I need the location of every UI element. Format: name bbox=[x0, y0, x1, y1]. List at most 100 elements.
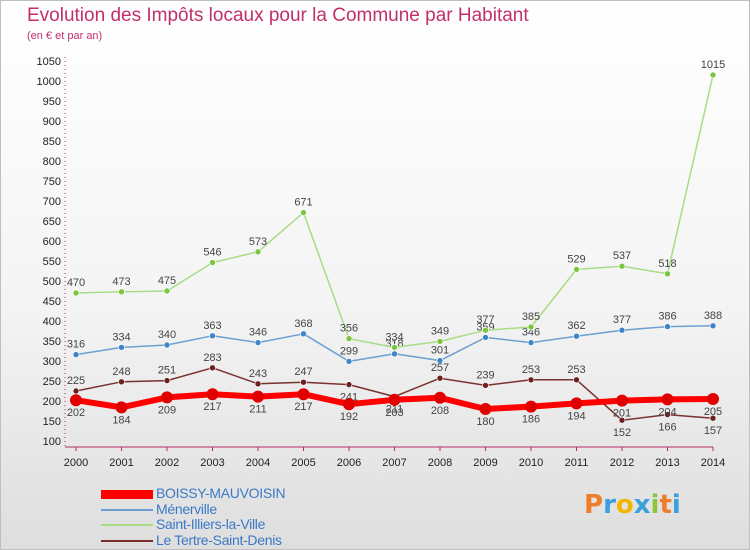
data-point bbox=[163, 377, 171, 384]
y-tick-label: 650 bbox=[43, 216, 61, 228]
data-label: 157 bbox=[704, 425, 722, 437]
data-point bbox=[527, 339, 535, 346]
data-point bbox=[118, 288, 125, 296]
y-tick-label: 550 bbox=[43, 256, 61, 268]
data-label: 334 bbox=[112, 331, 130, 343]
data-label: 299 bbox=[340, 345, 358, 357]
logo-letter: x bbox=[633, 490, 651, 520]
legend-label: Le Tertre-Saint-Denis bbox=[156, 531, 282, 548]
data-label: 253 bbox=[567, 364, 585, 376]
legend-swatch bbox=[101, 508, 153, 511]
data-point bbox=[252, 390, 264, 403]
y-tick-label: 400 bbox=[43, 316, 61, 328]
y-tick-label: 1050 bbox=[37, 56, 61, 68]
series-2: 470 473 475 546 573 671 356 334 349 377 385 529 537 5… bbox=[67, 59, 725, 351]
legend-swatch bbox=[101, 524, 153, 526]
y-tick-label: 900 bbox=[43, 116, 61, 128]
legend-swatch bbox=[101, 489, 153, 499]
data-label: 346 bbox=[249, 327, 267, 339]
data-label: 251 bbox=[158, 365, 176, 377]
y-tick-label: 350 bbox=[43, 336, 61, 348]
data-point bbox=[482, 334, 489, 341]
data-label: 546 bbox=[203, 247, 221, 259]
data-label: 377 bbox=[476, 314, 494, 326]
data-label: 368 bbox=[294, 318, 312, 330]
y-tick-label: 150 bbox=[43, 416, 61, 428]
data-label: 385 bbox=[522, 311, 540, 323]
y-tick-label: 800 bbox=[43, 156, 61, 168]
data-label: 217 bbox=[203, 401, 221, 413]
legend-label: BOISSY-MAUVOISIN bbox=[156, 485, 286, 501]
data-point bbox=[573, 332, 580, 340]
data-label: 1015 bbox=[701, 59, 725, 71]
data-label: 346 bbox=[522, 327, 540, 339]
data-point bbox=[570, 397, 583, 410]
data-point bbox=[209, 364, 216, 372]
logo-letter: t bbox=[659, 490, 672, 520]
data-label: 573 bbox=[249, 236, 267, 248]
data-label: 217 bbox=[294, 401, 312, 413]
data-label: 356 bbox=[340, 323, 358, 335]
data-point bbox=[209, 259, 216, 266]
y-axis-ticks: 100 150 200 250 300 350 400 450 500 550 600 650 700 7… bbox=[37, 56, 61, 448]
data-label: 334 bbox=[385, 331, 403, 343]
data-point bbox=[254, 380, 262, 388]
data-label: 388 bbox=[704, 310, 722, 322]
data-point bbox=[709, 322, 717, 330]
data-point bbox=[209, 332, 216, 340]
data-point bbox=[618, 326, 626, 334]
plot-area: 3163343403633463682993183013593463623773… bbox=[67, 59, 725, 439]
data-label: 671 bbox=[294, 197, 312, 209]
data-point bbox=[300, 330, 307, 338]
data-point bbox=[345, 381, 353, 388]
data-label: 470 bbox=[67, 277, 85, 289]
data-point bbox=[618, 416, 626, 424]
legend-label: Ménerville bbox=[156, 500, 217, 517]
data-point bbox=[72, 351, 80, 358]
series-line bbox=[75, 74, 714, 349]
data-point bbox=[115, 401, 128, 414]
data-point bbox=[482, 326, 489, 334]
x-tick-label: 2002 bbox=[155, 457, 179, 469]
data-point bbox=[254, 339, 262, 346]
chart-subtitle: (en € et par an) bbox=[27, 30, 103, 42]
x-tick-label: 2008 bbox=[428, 457, 452, 469]
data-label: 203 bbox=[385, 407, 403, 419]
y-tick-label: 100 bbox=[43, 436, 61, 448]
data-label: 166 bbox=[658, 422, 676, 434]
data-label: 473 bbox=[112, 276, 130, 288]
data-label: 363 bbox=[203, 320, 221, 332]
y-tick-label: 850 bbox=[43, 136, 61, 148]
data-point bbox=[527, 323, 535, 331]
logo-letter: o bbox=[615, 490, 634, 520]
series-0: 202 184 209 217 211 217 192 203 208 180 186 194 201 2… bbox=[67, 388, 722, 428]
y-tick-label: 600 bbox=[43, 236, 61, 248]
data-label: 340 bbox=[158, 329, 176, 341]
data-point bbox=[345, 358, 353, 365]
data-point bbox=[161, 391, 173, 404]
x-tick-label: 2004 bbox=[246, 457, 270, 469]
data-label: 204 bbox=[658, 406, 676, 418]
data-label: 475 bbox=[158, 275, 176, 287]
data-label: 184 bbox=[112, 414, 130, 426]
data-point bbox=[664, 270, 671, 278]
data-point bbox=[300, 378, 307, 386]
data-point bbox=[254, 248, 262, 256]
data-label: 211 bbox=[249, 404, 267, 416]
data-point bbox=[163, 341, 171, 349]
data-label: 257 bbox=[431, 362, 449, 374]
data-point bbox=[573, 266, 580, 273]
data-point bbox=[300, 209, 307, 216]
data-label: 529 bbox=[567, 253, 585, 265]
y-tick-label: 250 bbox=[43, 376, 61, 388]
series-1: 3163343403633463682993183013593463623773… bbox=[67, 310, 722, 365]
axes bbox=[64, 57, 713, 448]
data-point bbox=[479, 403, 492, 415]
data-point bbox=[664, 411, 671, 418]
data-point bbox=[709, 71, 717, 79]
data-point bbox=[661, 393, 674, 406]
data-point bbox=[72, 289, 80, 297]
x-tick-label: 2010 bbox=[519, 457, 543, 469]
x-tick-label: 2012 bbox=[610, 457, 634, 469]
